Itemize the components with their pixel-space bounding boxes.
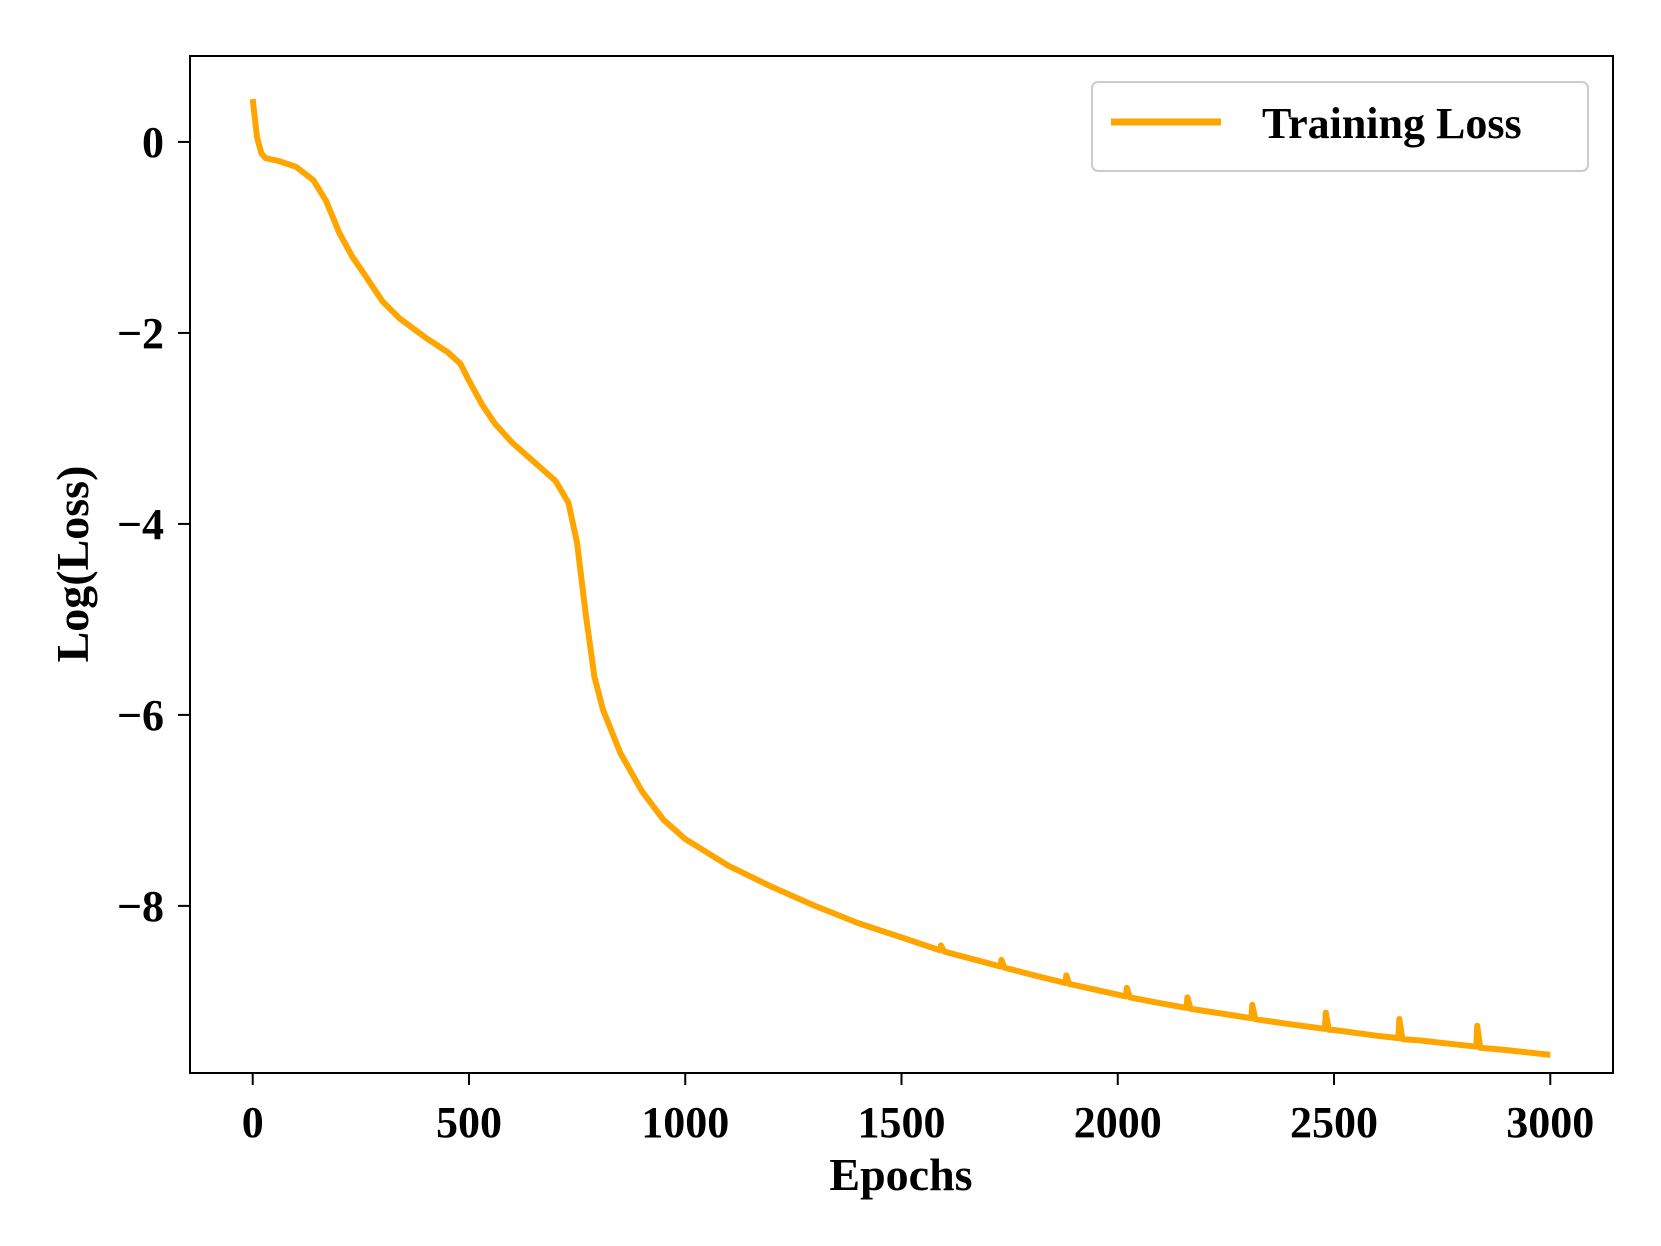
x-tick-label: 3000 (1506, 1098, 1594, 1147)
x-tick-label: 1500 (858, 1098, 946, 1147)
series-layer (249, 98, 1551, 1058)
x-tick-label: 0 (242, 1098, 264, 1147)
x-tick-label: 2500 (1290, 1098, 1378, 1147)
y-tick-label: −8 (117, 882, 164, 931)
y-axis-ticks: 0 −2 −4 −6 −8 (117, 118, 190, 931)
series-line-training-loss (249, 98, 1551, 1058)
y-axis-label: Log(Loss) (47, 466, 98, 663)
y-tick-label: 0 (142, 118, 164, 167)
x-tick-label: 500 (436, 1098, 502, 1147)
legend: Training Loss (1091, 81, 1589, 172)
x-tick-label: 2000 (1074, 1098, 1162, 1147)
y-tick-label: −2 (117, 309, 164, 358)
x-tick-label: 1000 (641, 1098, 729, 1147)
plot-frame (189, 55, 1614, 1074)
legend-label-training-loss: Training Loss (1262, 99, 1522, 148)
y-tick-label: −4 (117, 500, 164, 549)
x-axis-label: Epochs (829, 1149, 972, 1200)
y-tick-label: −6 (117, 691, 164, 740)
legend-box (1091, 81, 1589, 172)
x-axis-ticks: 0 500 1000 1500 2000 2500 3000 (242, 1073, 1594, 1147)
